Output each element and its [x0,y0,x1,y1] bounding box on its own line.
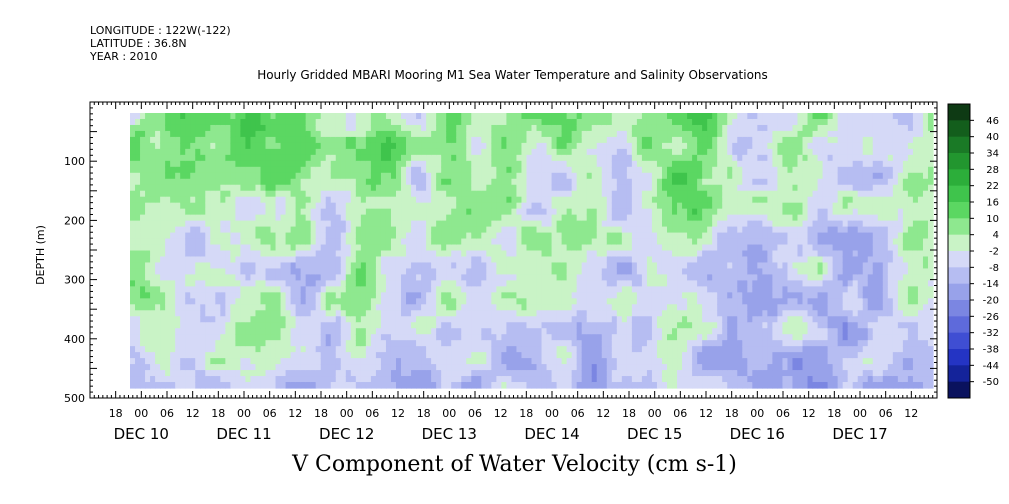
y-tick-label: 500 [64,392,85,405]
y-axis-ticks [90,101,937,399]
x-hour-label: 12 [186,407,200,420]
colorbar-swatch [948,136,970,154]
y-axis-label: DEPTH (m) [34,225,47,285]
colorbar-swatch [948,267,970,285]
colorbar-label: 34 [986,149,999,160]
y-tick-label: 300 [64,274,85,287]
x-day-label: DEC 16 [730,425,785,443]
colorbar-swatch [948,349,970,366]
latitude-text: LATITUDE : 36.8N [90,37,187,50]
x-hour-label: 00 [134,407,148,420]
x-hour-label: 18 [622,407,636,420]
x-hour-label: 06 [468,407,482,420]
colorbar-swatch [948,251,970,268]
colorbar-swatch [948,381,970,399]
x-hour-label: 12 [802,407,816,420]
x-hour-label: 18 [314,407,328,420]
colorbar-label: -20 [983,296,999,307]
x-hour-label: 00 [442,407,456,420]
x-hour-label: 06 [365,407,379,420]
colorbar-swatch [948,169,970,187]
colorbar-label: -44 [983,361,999,372]
colorbar-label: 40 [986,132,999,143]
colorbar-label: -38 [983,345,999,356]
x-day-label: DEC 13 [422,425,477,443]
colorbar-swatch [948,120,970,138]
colorbar-label: 28 [986,165,999,176]
y-tick-label: 200 [64,214,85,227]
x-axis-ticks [89,102,938,398]
x-hour-label: 06 [673,407,687,420]
chart-title: Hourly Gridded MBARI Mooring M1 Sea Wate… [257,68,768,82]
year-text: YEAR : 2010 [90,50,158,63]
colorbar-swatch [948,185,970,203]
x-hour-label: 06 [160,407,174,420]
x-hour-label: 12 [494,407,508,420]
x-hour-label: 06 [776,407,790,420]
x-hour-label: 18 [725,407,739,420]
x-hour-label: 18 [109,407,123,420]
x-hour-label: 18 [827,407,841,420]
x-hour-label: 00 [750,407,764,420]
x-hour-label: 12 [596,407,610,420]
x-hour-label: 12 [391,407,405,420]
x-hour-label: 18 [417,407,431,420]
x-hour-label: 18 [519,407,533,420]
colorbar-label: 10 [986,214,999,225]
colorbar-label: 46 [986,116,999,127]
y-tick-label: 400 [64,333,85,346]
x-hour-label: 00 [237,407,251,420]
x-hour-label: 18 [211,407,225,420]
colorbar-label: -14 [983,279,999,290]
colorbar-label: 4 [993,230,999,241]
variable-label: V Component of Water Velocity (cm s-1) [292,452,737,477]
colorbar-swatch [948,283,970,301]
longitude-text: LONGITUDE : 122W(-122) [90,24,231,37]
x-day-label: DEC 12 [319,425,374,443]
colorbar-swatch [948,202,970,219]
x-day-label: DEC 14 [524,425,579,443]
colorbar-label: -26 [983,312,999,323]
x-hour-label: 12 [904,407,918,420]
colorbar-label: -50 [983,377,999,388]
colorbar-swatch [948,218,970,236]
x-day-label: DEC 15 [627,425,682,443]
x-hour-label: 00 [340,407,354,420]
colorbar: 46 40 34 28 22 16 10 4 -2 -8 -14 -20 -26 -32 -38 -44 -50 [947,103,999,399]
colorbar-label: -8 [989,263,999,274]
colorbar-swatch [948,300,970,317]
x-hour-label: 00 [853,407,867,420]
colorbar-swatch [948,234,970,252]
x-hour-label: 06 [879,407,893,420]
x-hour-label: 00 [648,407,662,420]
colorbar-swatch [948,332,970,350]
x-day-label: DEC 17 [832,425,887,443]
metadata-block: LONGITUDE : 122W(-122) LATITUDE : 36.8N … [90,24,231,63]
colorbar-swatch [948,153,970,170]
colorbar-swatch [948,365,970,383]
heatmap-cells [130,113,934,389]
colorbar-label: 22 [986,181,999,192]
colorbar-label: -2 [989,247,999,258]
x-day-label: DEC 11 [216,425,271,443]
y-tick-label: 100 [64,155,85,168]
colorbar-swatch [948,104,970,121]
x-day-label: DEC 10 [114,425,169,443]
x-hour-label: 06 [571,407,585,420]
colorbar-swatch [948,316,970,334]
x-hour-label: 12 [699,407,713,420]
colorbar-label: 16 [986,198,999,209]
x-hour-label: 06 [263,407,277,420]
x-hour-label: 12 [288,407,302,420]
x-hour-label: 00 [545,407,559,420]
colorbar-label: -32 [983,328,999,339]
